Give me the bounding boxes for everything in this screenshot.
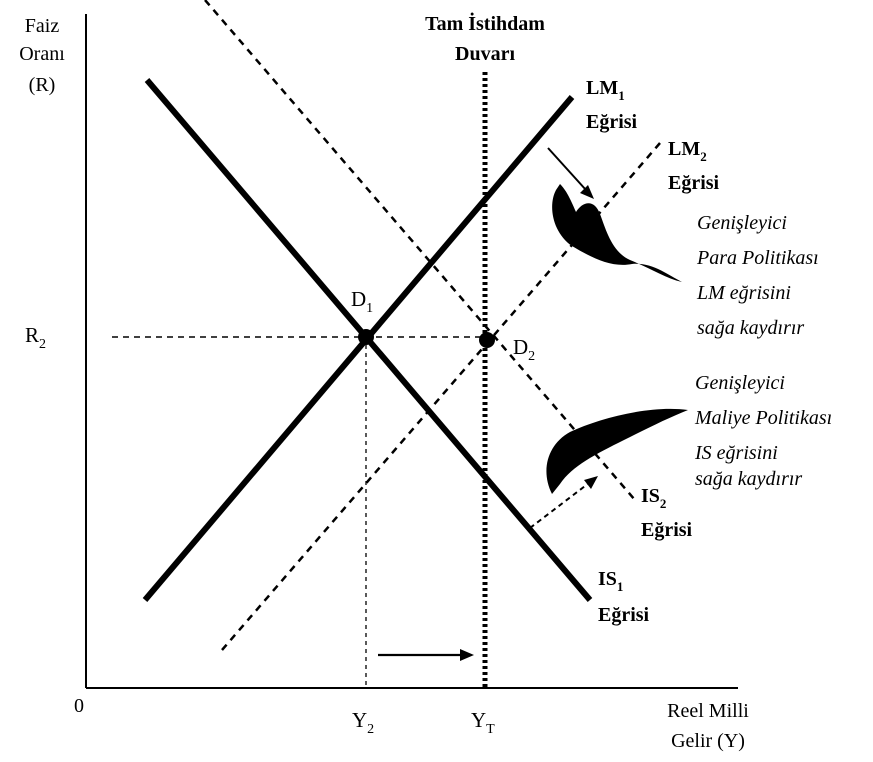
- d1-label: D1: [351, 287, 373, 316]
- wall-title-line-1: Tam İstihdam: [425, 11, 545, 35]
- d2-label: D2: [513, 335, 535, 364]
- monetary-note-line-4: sağa kaydırır: [697, 317, 804, 339]
- equilibrium-point-d2: [479, 332, 495, 348]
- is2-name: IS2: [641, 485, 666, 511]
- fiscal-note-line-1: Genişleyici: [695, 372, 785, 394]
- lm1-curve: [142, 95, 575, 602]
- wall-title: Tam İstihdam Duvarı: [425, 11, 545, 65]
- x-axis-label: Reel Milli Gelir (Y): [667, 700, 749, 752]
- fiscal-policy-note: Genişleyici Maliye Politikası IS eğrisin…: [694, 372, 832, 490]
- y-axis-label-line-3: (R): [29, 74, 56, 96]
- lm2-word: Eğrisi: [668, 172, 720, 194]
- is2-curve: [204, 0, 636, 501]
- is-shift-arrow: [529, 476, 598, 529]
- lm1-label: LM1 Eğrisi: [586, 77, 638, 133]
- is2-word: Eğrisi: [641, 519, 693, 541]
- fiscal-note-line-2: Maliye Politikası: [694, 407, 832, 429]
- equilibrium-point-d1: [358, 329, 374, 345]
- x-axis-label-line-1: Reel Milli: [667, 700, 749, 722]
- yt-tick-label: YT: [471, 708, 495, 737]
- origin-label: 0: [74, 695, 84, 717]
- lm1-name: LM1: [586, 77, 625, 103]
- is2-label: IS2 Eğrisi: [641, 485, 693, 541]
- y-axis-label: Faiz Oranı (R): [19, 15, 65, 96]
- monetary-policy-note: Genişleyici Para Politikası LM eğrisini …: [696, 212, 819, 339]
- is1-label: IS1 Eğrisi: [598, 568, 650, 626]
- monetary-note-line-1: Genişleyici: [697, 212, 787, 234]
- lm-shift-arrow: [547, 147, 594, 199]
- fiscal-policy-pointer-icon: [546, 408, 688, 494]
- monetary-policy-pointer-icon: [552, 184, 682, 282]
- is1-word: Eğrisi: [598, 604, 650, 626]
- fiscal-note-line-4: sağa kaydırır: [695, 468, 802, 490]
- x-axis-label-line-2: Gelir (Y): [671, 730, 745, 752]
- monetary-note-line-2: Para Politikası: [696, 247, 819, 269]
- wall-title-line-2: Duvarı: [455, 43, 515, 65]
- y-axis-label-line-2: Oranı: [19, 43, 65, 65]
- is1-name: IS1: [598, 568, 623, 594]
- lm1-word: Eğrisi: [586, 111, 638, 133]
- income-increase-arrow: [378, 649, 474, 661]
- lm2-name: LM2: [668, 138, 707, 164]
- y-axis-label-line-1: Faiz: [25, 15, 60, 37]
- lm2-label: LM2 Eğrisi: [668, 138, 720, 194]
- fiscal-note-line-3: IS eğrisini: [694, 442, 778, 464]
- r2-tick-label: R2: [25, 323, 46, 352]
- y2-tick-label: Y2: [352, 708, 374, 737]
- monetary-note-line-3: LM eğrisini: [696, 282, 791, 304]
